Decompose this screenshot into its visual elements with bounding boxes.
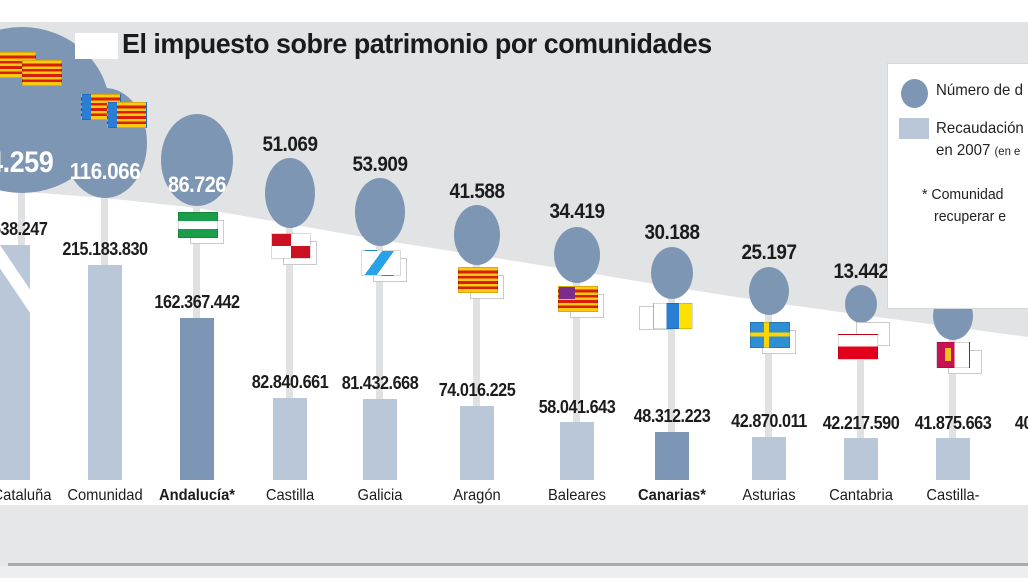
legend-revenue-label-line2: en 2007 (en e	[936, 142, 1021, 159]
column-cut-right: 40	[987, 0, 1028, 578]
revenue-value: 42.217.590	[822, 413, 900, 433]
flag-cataluna-icon	[0, 52, 62, 86]
declarants-value: 4.259	[0, 146, 54, 179]
revenue-value: 58.041.643	[538, 397, 616, 417]
declarants-value: 41.588	[449, 180, 505, 203]
revenue-value: 81.432.668	[341, 373, 419, 393]
declarants-value: 51.069	[262, 133, 318, 156]
flag-castilla-la-mancha-icon	[936, 342, 982, 374]
bar-break-icon	[0, 240, 42, 315]
connector-line	[668, 295, 675, 434]
connector-line	[473, 261, 480, 408]
revenue-bar	[363, 399, 397, 480]
column-galicia: 53.909 81.432.668 Galicia	[320, 0, 440, 578]
revenue-value: 162.367.442	[154, 292, 240, 312]
page-title: El impuesto sobre patrimonio por comunid…	[122, 28, 712, 59]
column-asturias: 25.197 42.870.011 Asturias	[709, 0, 829, 578]
revenue-bar	[0, 240, 42, 480]
declarants-circle	[845, 285, 877, 323]
declarants-circle	[454, 205, 500, 265]
legend-footnote-line2: recuperar e	[934, 208, 1007, 225]
connector-line	[949, 336, 956, 440]
revenue-bar	[560, 422, 594, 480]
community-name: Andalucía*	[158, 487, 236, 504]
horizontal-rule	[8, 563, 1028, 566]
legend-circle-swatch	[901, 79, 928, 108]
community-name: Cataluña	[0, 487, 52, 504]
declarants-circle	[355, 178, 405, 246]
flag-aragon-icon	[458, 267, 504, 299]
community-name: Aragón	[453, 487, 501, 504]
declarants-value: 53.909	[352, 153, 408, 176]
revenue-bar	[180, 318, 214, 480]
revenue-value: 40	[1014, 413, 1028, 433]
connector-line	[101, 194, 108, 268]
revenue-value: 42.870.011	[731, 411, 807, 431]
community-name: Baleares	[547, 487, 607, 504]
revenue-bar	[88, 265, 122, 480]
legend-box: Número de d Recaudación en 2007 (en e * …	[887, 63, 1028, 309]
declarants-circle	[265, 158, 315, 228]
connector-line	[573, 279, 580, 424]
connector-line	[193, 202, 200, 320]
column-cantabria: 13.442 42.217.590 Cantabria	[801, 0, 921, 578]
declarants-value: 30.188	[644, 221, 700, 244]
column-aragon: 41.588 74.016.225 Aragón	[417, 0, 537, 578]
connector-line	[376, 242, 383, 401]
revenue-bar	[273, 398, 307, 480]
revenue-bar	[655, 432, 689, 480]
declarants-value: 25.197	[741, 241, 797, 264]
flag-asturias-icon	[750, 322, 796, 354]
column-andalucia: 86.726 162.367.442 Andalucía*	[137, 0, 257, 578]
community-name: Asturias	[742, 487, 796, 504]
revenue-value: 48.312.223	[633, 406, 711, 426]
connector-line	[18, 188, 25, 248]
community-name: Cantabria	[829, 487, 893, 504]
flag-andalucia-icon	[178, 212, 224, 244]
declarants-value: 13.442	[833, 260, 889, 283]
column-canarias: 30.188 48.312.223 Canarias*	[612, 0, 732, 578]
under-rule-area	[0, 566, 1028, 578]
flag-comunidad-valenciana-icon	[81, 94, 147, 128]
connector-line	[286, 224, 293, 400]
bottom-strip	[0, 505, 1028, 578]
declarants-value: 34.419	[549, 200, 605, 223]
revenue-value: 41.875.663	[914, 413, 992, 433]
flag-canarias-icon	[639, 303, 693, 330]
revenue-bar	[844, 438, 878, 480]
legend-revenue-label-line1: Recaudación	[936, 120, 1024, 137]
revenue-value: 74.016.225	[438, 380, 516, 400]
flag-galicia-icon	[361, 250, 407, 282]
community-name: Galicia	[357, 487, 403, 504]
top-white-strip	[0, 0, 1028, 22]
declarants-circle	[554, 227, 600, 283]
declarants-circle	[749, 267, 789, 315]
community-name: Canarias*	[638, 487, 706, 504]
flag-baleares-icon	[558, 286, 604, 318]
revenue-value: 82.840.661	[251, 372, 329, 392]
column-castilla-la-mancha: 24.995 41.875.663 Castilla-La Mancha	[893, 0, 1013, 578]
revenue-value: 215.183.830	[62, 239, 148, 259]
flag-cantabria-icon	[838, 322, 890, 360]
connector-line	[765, 311, 772, 439]
revenue-bar	[936, 438, 970, 480]
flag-castilla-y-leon-icon	[271, 233, 317, 265]
legend-bar-swatch	[899, 118, 929, 139]
declarants-circle	[651, 247, 693, 299]
legend-declarants-label: Número de d	[936, 82, 1023, 99]
declarants-value: 116.066	[69, 158, 141, 184]
revenue-bar	[460, 406, 494, 480]
revenue-bar	[752, 437, 786, 480]
declarants-value: 86.726	[168, 172, 226, 197]
connector-line	[857, 319, 864, 440]
revenue-value: 538.247	[0, 219, 48, 239]
column-baleares: 34.419 58.041.643 Baleares	[517, 0, 637, 578]
title-logo-block	[75, 33, 118, 59]
legend-footnote-line1: * Comunidad	[922, 186, 1004, 203]
declarants-circle	[161, 114, 233, 206]
